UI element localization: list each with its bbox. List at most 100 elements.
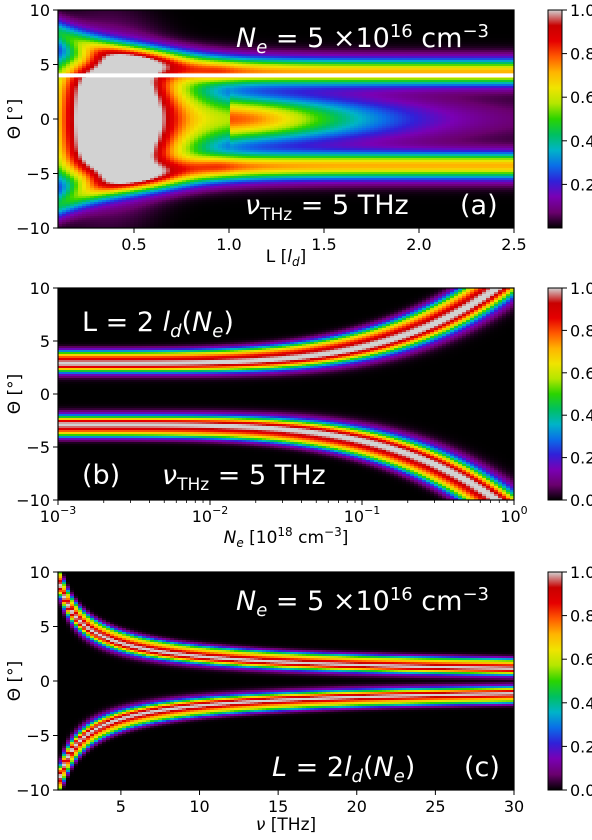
heatmap-cell xyxy=(162,144,167,147)
heatmap-cell xyxy=(66,92,71,95)
heatmap-cell xyxy=(90,204,95,207)
heatmap-cell xyxy=(82,52,87,55)
heatmap-cell xyxy=(214,14,219,17)
heatmap-cell xyxy=(130,64,135,67)
heatmap-cell xyxy=(166,126,171,129)
heatmap-cell xyxy=(210,64,215,67)
heatmap-cell xyxy=(126,156,131,159)
heatmap-cell xyxy=(154,92,159,95)
heatmap-cell xyxy=(102,134,107,137)
heatmap-cell xyxy=(82,30,87,33)
heatmap-cell xyxy=(198,18,203,21)
heatmap-cell xyxy=(202,184,207,187)
heatmap-cell xyxy=(150,206,155,209)
heatmap-cell xyxy=(102,86,107,89)
heatmap-cell xyxy=(122,124,127,127)
heatmap-cell xyxy=(178,200,183,203)
heatmap-cell xyxy=(94,110,99,113)
heatmap-cell xyxy=(182,122,187,125)
heatmap-cell xyxy=(206,54,211,57)
heatmap-cell xyxy=(214,148,219,151)
heatmap-cell xyxy=(178,156,183,159)
heatmap-cell xyxy=(130,168,135,171)
heatmap-cell xyxy=(70,128,75,131)
heatmap-cell xyxy=(126,224,131,227)
heatmap-cell xyxy=(98,202,103,205)
heatmap-cell xyxy=(166,18,171,21)
heatmap-cell xyxy=(154,110,159,113)
heatmap-cell xyxy=(190,24,195,27)
heatmap-cell xyxy=(158,176,163,179)
heatmap-cell xyxy=(194,68,199,71)
heatmap-cell xyxy=(214,212,219,215)
heatmap-cell xyxy=(90,180,95,183)
heatmap-cell xyxy=(126,60,131,63)
heatmap-cell xyxy=(138,70,143,73)
heatmap-cell xyxy=(70,66,75,69)
heatmap-cell xyxy=(94,126,99,129)
heatmap-cell xyxy=(206,80,211,83)
heatmap-cell xyxy=(182,200,187,203)
heatmap-cell xyxy=(186,72,191,75)
heatmap-cell xyxy=(114,118,119,121)
heatmap-cell xyxy=(66,72,71,75)
heatmap-cell xyxy=(78,52,83,55)
heatmap-cell xyxy=(78,148,83,151)
heatmap-cell xyxy=(182,12,187,15)
heatmap-cell xyxy=(218,48,223,51)
heatmap-cell xyxy=(70,90,75,93)
heatmap-cell xyxy=(138,156,143,159)
heatmap-cell xyxy=(106,220,111,223)
heatmap-cell xyxy=(66,112,71,115)
heatmap-cell xyxy=(154,60,159,63)
heatmap-cell xyxy=(134,82,139,85)
heatmap-cell xyxy=(114,40,119,43)
heatmap-cell xyxy=(94,130,99,133)
heatmap-cell xyxy=(154,20,159,23)
heatmap-cell xyxy=(138,152,143,155)
heatmap-cell xyxy=(118,164,123,167)
heatmap-cell xyxy=(170,104,175,107)
heatmap-cell xyxy=(66,50,71,53)
heatmap-cell xyxy=(190,96,195,99)
heatmap-cell xyxy=(170,54,175,57)
heatmap-cell xyxy=(122,110,127,113)
heatmap-cell xyxy=(106,12,111,15)
heatmap-cell xyxy=(214,42,219,45)
heatmap-cell xyxy=(98,196,103,199)
heatmap-cell xyxy=(198,100,203,103)
heatmap-cell xyxy=(138,10,143,13)
heatmap-cell xyxy=(58,202,63,205)
heatmap-cell xyxy=(194,180,199,183)
heatmap-cell xyxy=(130,180,135,183)
heatmap-cell xyxy=(178,192,183,195)
heatmap-cell xyxy=(174,136,179,139)
heatmap-cell xyxy=(210,30,215,33)
heatmap-cell xyxy=(198,208,203,211)
heatmap-cell xyxy=(102,226,107,228)
heatmap-cell xyxy=(126,126,131,129)
heatmap-cell xyxy=(218,82,223,85)
heatmap-cell xyxy=(154,114,159,117)
heatmap-cell xyxy=(178,100,183,103)
heatmap-cell xyxy=(170,26,175,29)
heatmap-cell xyxy=(166,206,171,209)
heatmap-cell xyxy=(142,172,147,175)
heatmap-cell xyxy=(190,116,195,119)
heatmap-cell xyxy=(198,218,203,221)
heatmap-cell xyxy=(198,42,203,45)
heatmap-cell xyxy=(166,216,171,219)
heatmap-cell xyxy=(214,204,219,207)
heatmap-cell xyxy=(162,118,167,121)
heatmap-cell xyxy=(74,190,79,193)
heatmap-cell xyxy=(150,122,155,125)
heatmap-cell xyxy=(102,184,107,187)
heatmap-cell xyxy=(86,122,91,125)
heatmap-cell xyxy=(78,140,83,143)
heatmap-cell xyxy=(66,68,71,71)
heatmap-cell xyxy=(122,28,127,31)
heatmap-cell xyxy=(130,12,135,15)
heatmap-cell xyxy=(154,70,159,73)
heatmap-cell xyxy=(138,224,143,227)
heatmap-cell xyxy=(198,188,203,191)
